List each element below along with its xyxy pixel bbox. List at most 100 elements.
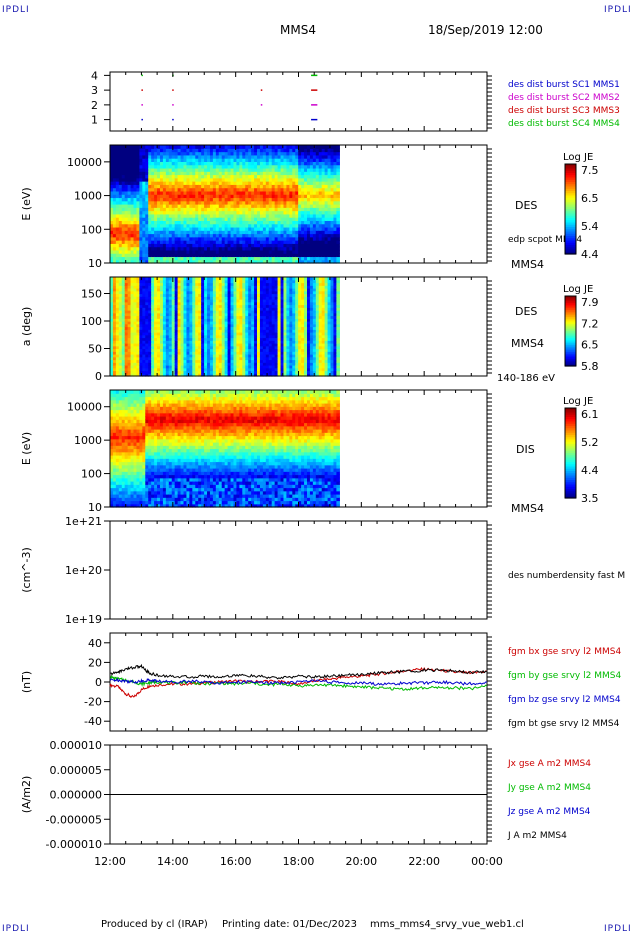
panel-3-heatmap-cell <box>198 277 202 281</box>
panel-3-heatmap-cell <box>201 326 205 330</box>
panel-2-heatmap-cell <box>212 259 217 264</box>
panel-3-heatmap-cell <box>183 334 188 339</box>
panel-2-heatmap-cell <box>162 243 167 248</box>
panel-2-heatmap-cell <box>198 223 202 228</box>
panel-2-heatmap-cell <box>286 246 290 251</box>
panel-3-heatmap-cell <box>212 290 217 295</box>
panel-2-heatmap-cell <box>115 200 120 205</box>
panel-3-heatmap-cell <box>133 293 138 297</box>
panel-2-heatmap-cell <box>189 226 193 231</box>
panel-3-heatmap-cell <box>218 296 223 300</box>
panel-3-heatmap-cell <box>183 318 188 322</box>
panel-3-heatmap-cell <box>157 354 161 358</box>
panel-2-heatmap-cell <box>245 230 249 235</box>
panel-3-heatmap-cell <box>133 323 138 328</box>
panel-2-heatmap-cell <box>295 167 299 172</box>
panel-2-heatmap-cell <box>189 243 193 248</box>
panel-3-heatmap-cell <box>242 279 246 284</box>
panel-2-heatmap-cell <box>321 167 326 172</box>
panel-2-heatmap-cell <box>224 148 229 153</box>
panel-3-heatmap-cell <box>171 301 176 306</box>
panel-2-heatmap-cell <box>242 181 246 185</box>
panel-3-heatmap-cell <box>142 359 146 363</box>
panel-2-heatmap-cell <box>165 151 170 156</box>
panel-3-heatmap-cell <box>112 337 117 341</box>
panel-3-heatmap-cell <box>115 362 120 366</box>
panel-2-heatmap-cell <box>186 213 190 218</box>
panel-2-heatmap-cell <box>215 190 220 195</box>
panel-3-heatmap-cell <box>248 277 252 281</box>
panel-3-heatmap-cell <box>248 362 252 366</box>
panel-3-heatmap-cell <box>195 310 199 314</box>
panel-2-heatmap-cell <box>218 167 223 172</box>
panel-2-heatmap-cell <box>121 210 126 215</box>
panel-3-heatmap-cell <box>215 282 220 286</box>
panel-2-heatmap-cell <box>151 167 155 172</box>
panel-2-heatmap-cell <box>227 256 232 261</box>
panel-3-heatmap-cell <box>215 277 220 281</box>
panel-2-heatmap-cell <box>207 243 211 248</box>
panel-3-heatmap-cell <box>136 326 141 330</box>
panel-2-heatmap-cell <box>295 197 299 202</box>
panel-2-heatmap-cell <box>130 226 135 231</box>
panel-2-heatmap-cell <box>145 230 149 235</box>
panel-2-heatmap-cell <box>189 171 193 176</box>
panel-2-heatmap-cell <box>236 171 240 176</box>
panel-2-colorbar-cell <box>565 193 576 197</box>
panel-2-heatmap-cell <box>289 171 293 176</box>
panel-2-heatmap-cell <box>115 213 120 218</box>
panel-2-heatmap-cell <box>110 226 114 231</box>
panel-2-heatmap-cell <box>315 161 320 166</box>
panel-2-heatmap-cell <box>330 226 335 231</box>
panel-2-heatmap-cell <box>298 184 302 189</box>
panel-3-heatmap-cell <box>142 334 146 339</box>
panel-2-heatmap-cell <box>242 249 246 254</box>
panel-2-heatmap-cell <box>204 249 208 254</box>
panel-2-heatmap-cell <box>221 217 226 221</box>
panel-2-heatmap-cell <box>162 240 167 244</box>
panel-2-heatmap-cell <box>268 197 273 202</box>
panel-2-heatmap-cell <box>259 233 264 238</box>
panel-2-heatmap-cell <box>236 174 240 179</box>
panel-2-heatmap-cell <box>157 164 161 169</box>
panel-3-heatmap-cell <box>262 337 267 341</box>
panel-2-heatmap-cell <box>189 200 193 205</box>
panel-2-heatmap-cell <box>218 204 223 208</box>
panel-3-heatmap-cell <box>262 321 267 325</box>
panel-3-heatmap-cell <box>195 304 199 308</box>
panel-2-heatmap-cell <box>212 256 217 261</box>
panel-2-heatmap-cell <box>259 164 264 169</box>
panel-2-heatmap-cell <box>221 210 226 215</box>
panel-3-heatmap-cell <box>251 362 255 366</box>
panel-2-heatmap-cell <box>124 151 129 156</box>
panel-3-heatmap-cell <box>130 326 135 330</box>
panel-2-heatmap-cell <box>274 151 279 156</box>
panel-2-heatmap-cell <box>165 204 170 208</box>
panel-3-heatmap-cell <box>230 343 235 347</box>
panel-2-heatmap-cell <box>121 184 126 189</box>
panel-2-heatmap-cell <box>274 230 279 235</box>
panel-3-heatmap-cell <box>130 296 135 300</box>
panel-2-heatmap-cell <box>148 240 152 244</box>
panel-3-heatmap-cell <box>148 351 152 355</box>
panel-3-heatmap-cell <box>148 340 152 344</box>
panel-3-heatmap-cell <box>239 337 243 341</box>
panel-2-heatmap-cell <box>204 220 208 225</box>
panel-2-heatmap-cell <box>286 253 290 258</box>
panel-2-heatmap-cell <box>159 240 164 244</box>
panel-2-heatmap-cell <box>230 145 235 149</box>
panel-2-heatmap-cell <box>145 158 149 162</box>
panel-3-heatmap-cell <box>207 359 211 363</box>
panel-2-heatmap-cell <box>274 253 279 258</box>
panel-3-heatmap-cell <box>239 373 243 377</box>
panel-3-heatmap-cell <box>183 326 188 330</box>
panel-3-heatmap-cell <box>227 345 232 350</box>
panel-2-heatmap-cell <box>189 233 193 238</box>
panel-2-heatmap-cell <box>233 226 238 231</box>
panel-2-heatmap-cell <box>280 190 285 195</box>
panel-2-heatmap-cell <box>315 164 320 169</box>
panel-2-heatmap-cell <box>242 223 246 228</box>
panel-3-heatmap-cell <box>159 334 164 339</box>
panel-2-heatmap-cell <box>251 171 255 176</box>
panel-2-heatmap-cell <box>204 197 208 202</box>
